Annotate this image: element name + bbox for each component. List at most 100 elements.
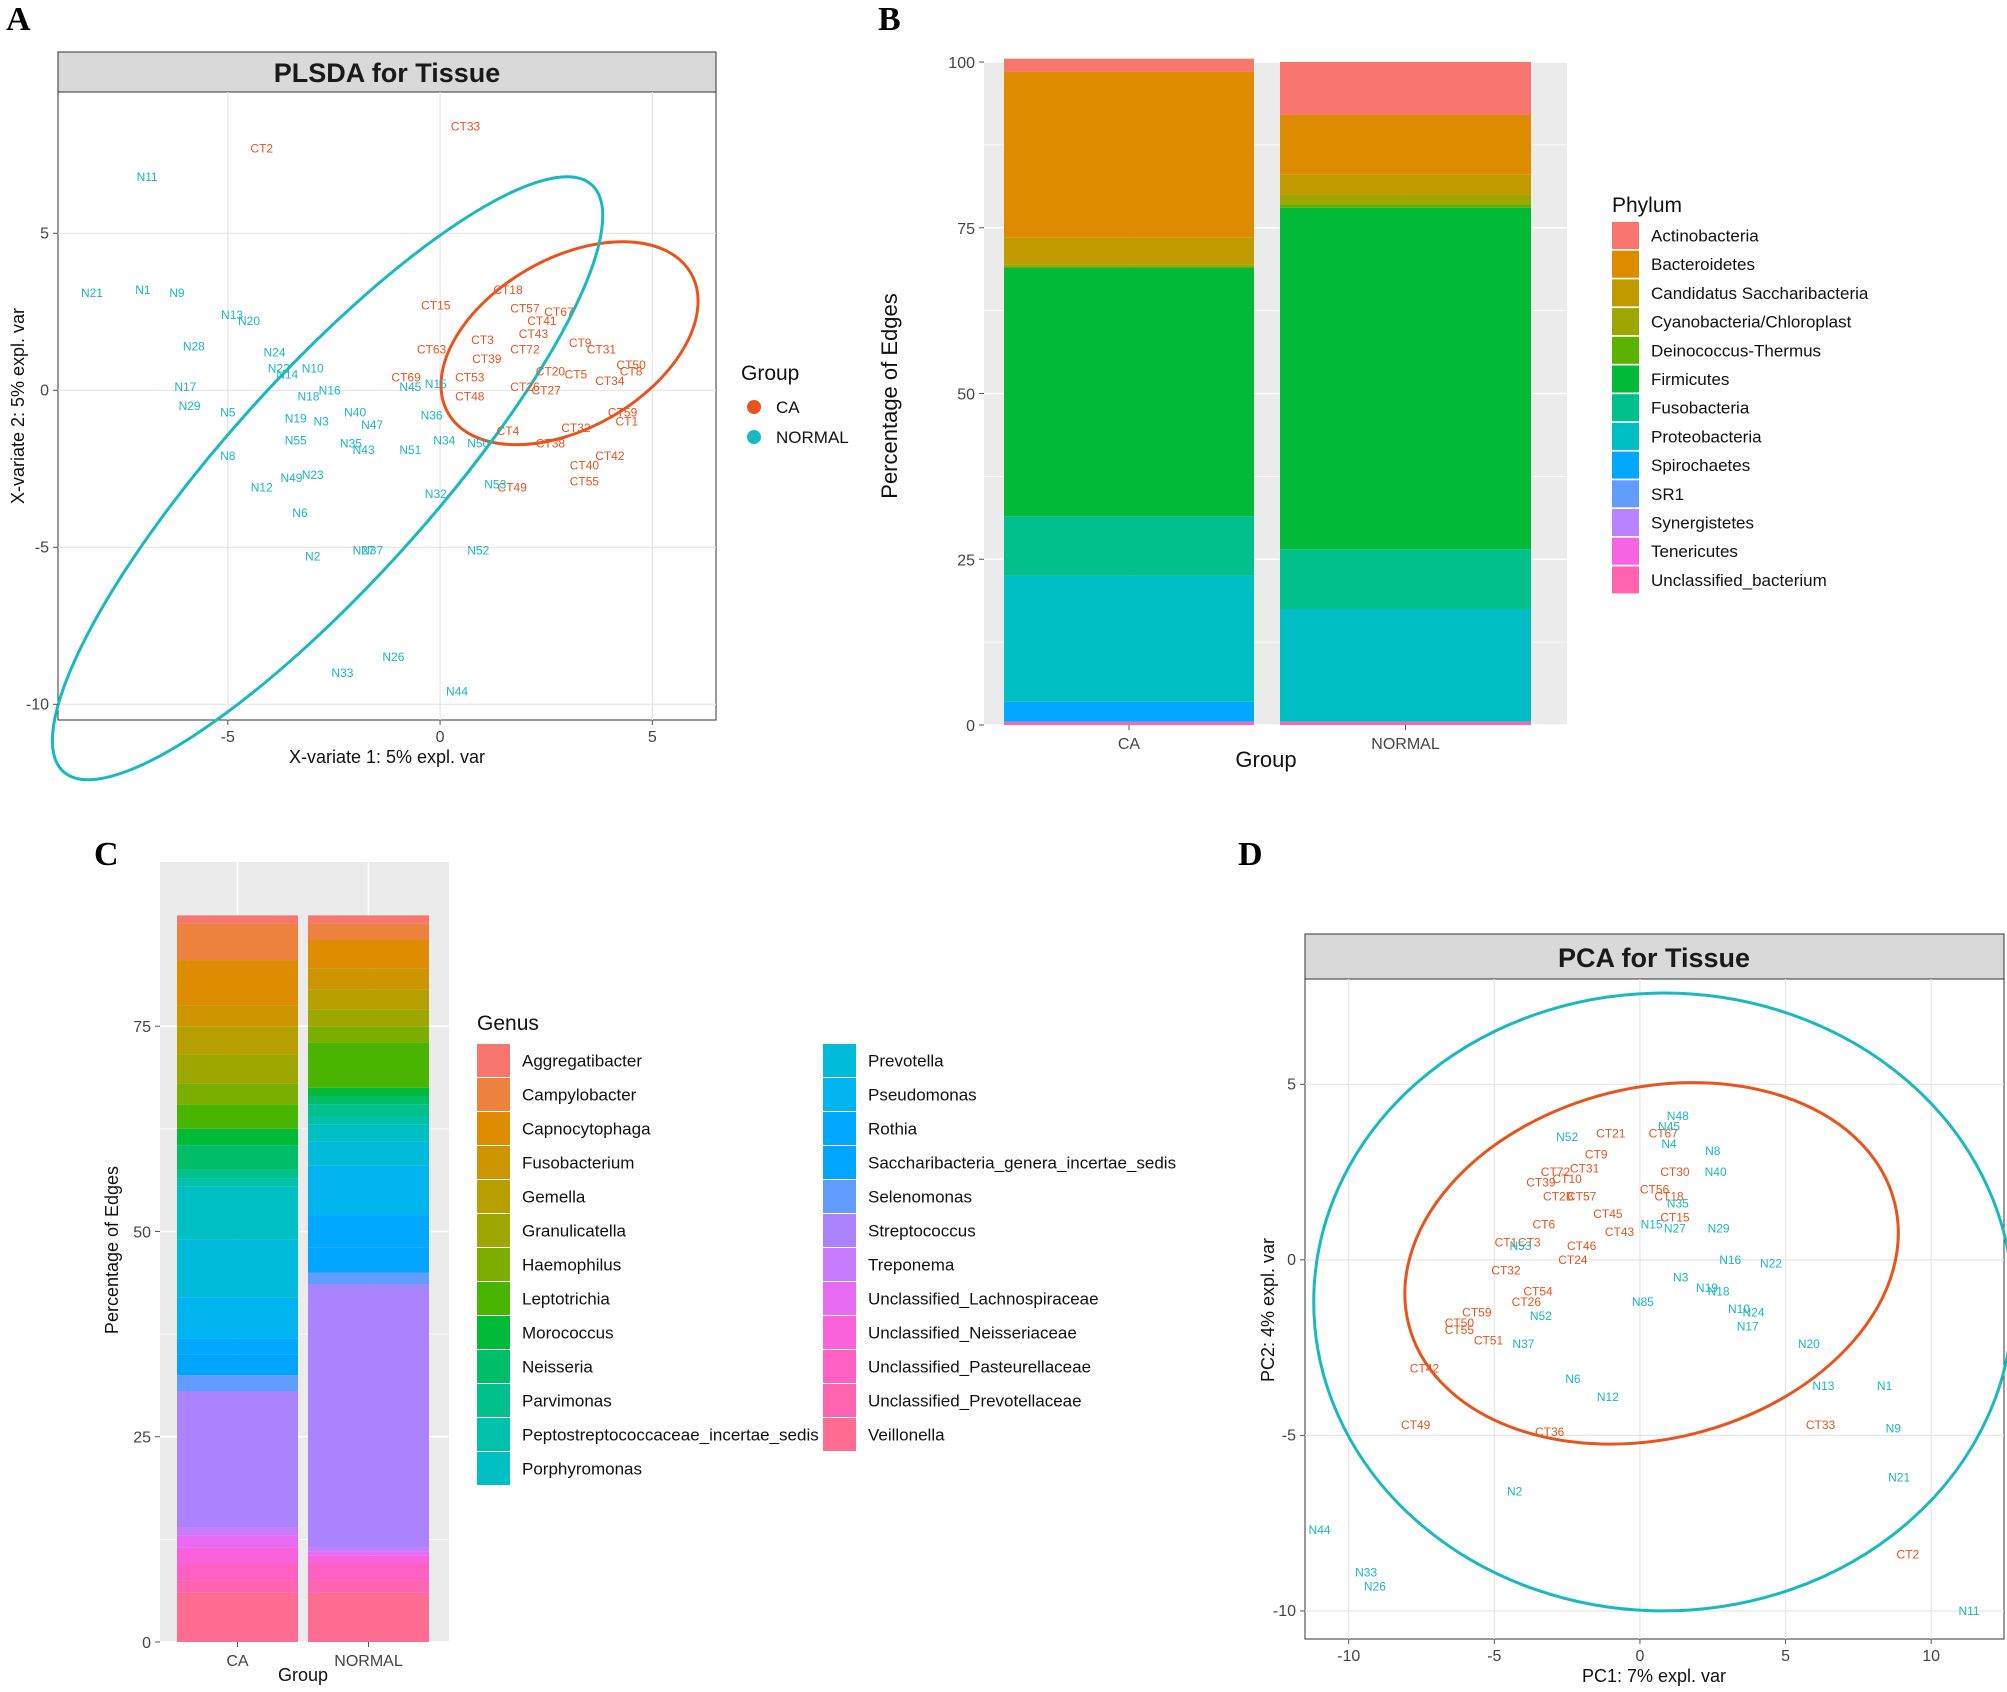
legend-label-leptotrichia: Leptotrichia bbox=[522, 1290, 610, 1309]
point-label-ct30: CT30 bbox=[1660, 1165, 1690, 1179]
legend-key-leptotrichia bbox=[477, 1282, 510, 1315]
bar-segment-normal-aggregatibacter bbox=[308, 915, 429, 924]
point-label-ct8: CT8 bbox=[620, 364, 643, 378]
point-label-n19: N19 bbox=[285, 412, 307, 426]
point-label-n37: N37 bbox=[361, 543, 383, 557]
point-label-ct15: CT15 bbox=[1660, 1211, 1690, 1225]
panel-d-plot-area bbox=[1304, 978, 2005, 1640]
legend-key-sr1 bbox=[1612, 480, 1639, 508]
bar-segment-normal-capnocytophaga bbox=[308, 940, 429, 969]
point-label-n15: N15 bbox=[1641, 1218, 1663, 1232]
point-label-n17: N17 bbox=[174, 380, 196, 394]
legend-key-saccharibacteria-genera-incertae-sedis bbox=[823, 1146, 856, 1179]
confidence-ellipse-normal bbox=[50, 175, 605, 782]
bar-segment-ca-gemella bbox=[177, 1026, 298, 1055]
point-label-ct43: CT43 bbox=[519, 327, 549, 341]
point-label-n8: N8 bbox=[220, 449, 236, 463]
point-label-n2: N2 bbox=[305, 550, 321, 564]
point-label-ct4: CT4 bbox=[497, 424, 520, 438]
point-label-n29: N29 bbox=[179, 399, 201, 413]
point-label-n40: N40 bbox=[1705, 1165, 1727, 1179]
legend-key-deinococcus-thermus bbox=[1612, 336, 1639, 364]
y-tick-label: 0 bbox=[40, 382, 49, 399]
bar-segment-ca-pseudomonas bbox=[177, 1297, 298, 1339]
point-label-n53: N53 bbox=[1510, 1239, 1532, 1253]
point-label-n8: N8 bbox=[1705, 1144, 1721, 1158]
point-label-n4: N4 bbox=[1661, 1137, 1677, 1151]
x-tick-label: 5 bbox=[648, 729, 657, 746]
point-label-n26: N26 bbox=[382, 650, 404, 664]
point-label-ct50: CT50 bbox=[1445, 1316, 1475, 1330]
point-label-ct41: CT41 bbox=[527, 314, 557, 328]
legend-key-morococcus bbox=[477, 1316, 510, 1349]
point-label-ct2b: CT2B bbox=[1543, 1190, 1574, 1204]
bar-segment-ca-unclassified-bacterium bbox=[1004, 721, 1254, 725]
bar-segment-normal-unclassified-lachnospiraceae bbox=[308, 1551, 429, 1556]
y-tick-label: 50 bbox=[133, 1224, 151, 1241]
point-label-n9: N9 bbox=[169, 286, 185, 300]
point-label-ct46: CT46 bbox=[1567, 1239, 1597, 1253]
bar-segment-normal-unclassified-bacterium bbox=[1280, 721, 1531, 725]
panel-a-legend: Group CA NORMAL bbox=[741, 362, 849, 447]
confidence-ellipse-ca bbox=[439, 240, 700, 447]
point-label-ct21: CT21 bbox=[1596, 1126, 1626, 1140]
confidence-ellipse-ca bbox=[1403, 1081, 1900, 1446]
point-label-ct33: CT33 bbox=[451, 120, 481, 134]
legend-label-campylobacter: Campylobacter bbox=[522, 1086, 637, 1105]
y-tick-label: -5 bbox=[1282, 1427, 1296, 1444]
bar-segment-normal-haemophilus bbox=[308, 1026, 429, 1043]
point-label-n35: N35 bbox=[1667, 1197, 1689, 1211]
point-label-ct3: CT3 bbox=[1518, 1235, 1541, 1249]
bar-segment-ca-leptotrichia bbox=[177, 1104, 298, 1129]
x-tick-label: -5 bbox=[1487, 1648, 1501, 1665]
point-label-n47: N47 bbox=[361, 418, 383, 432]
x-tick-label: -5 bbox=[221, 729, 235, 746]
point-label-n24: N24 bbox=[263, 346, 285, 360]
panel-a-plot-area bbox=[57, 91, 717, 721]
point-label-n28: N28 bbox=[183, 339, 205, 353]
legend-key-rothia bbox=[823, 1112, 856, 1145]
point-label-n29: N29 bbox=[1708, 1221, 1730, 1235]
panel-label-c: C bbox=[94, 836, 119, 873]
bar-segment-normal-fusobacteria bbox=[1280, 549, 1531, 609]
bar-segment-normal-campylobacter bbox=[308, 923, 429, 940]
bar-segment-normal-neisseria bbox=[308, 1096, 429, 1105]
point-label-ct67: CT67 bbox=[544, 305, 574, 319]
point-label-ct9: CT9 bbox=[569, 336, 592, 350]
legend-label-granulicatella: Granulicatella bbox=[522, 1222, 626, 1241]
point-label-n51: N51 bbox=[399, 443, 421, 457]
y-tick-label: -10 bbox=[1273, 1603, 1296, 1620]
bar-segment-ca-fusobacterium bbox=[177, 1005, 298, 1027]
point-label-n85: N85 bbox=[1632, 1295, 1654, 1309]
point-label-ct55: CT55 bbox=[570, 474, 600, 488]
point-label-ct5: CT5 bbox=[565, 368, 588, 382]
y-tick-label: 75 bbox=[957, 221, 975, 238]
point-label-n27: N27 bbox=[353, 543, 375, 557]
point-label-ct1: CT1 bbox=[1495, 1235, 1518, 1249]
x-tick-label-ca: CA bbox=[226, 1653, 249, 1670]
point-label-ct20: CT20 bbox=[536, 364, 566, 378]
bar-segment-normal-proteobacteria bbox=[1280, 608, 1531, 722]
point-label-ct24: CT24 bbox=[1558, 1253, 1588, 1267]
point-label-n24: N24 bbox=[1743, 1306, 1765, 1320]
legend-label-haemophilus: Haemophilus bbox=[522, 1256, 621, 1275]
legend-label-actinobacteria: Actinobacteria bbox=[1651, 227, 1759, 246]
legend-label-treponema: Treponema bbox=[868, 1256, 955, 1275]
point-label-n21: N21 bbox=[1888, 1471, 1910, 1485]
point-label-ct9: CT9 bbox=[1585, 1148, 1608, 1162]
point-label-ct2: CT2 bbox=[1897, 1548, 1920, 1562]
point-label-ct26: CT26 bbox=[1512, 1295, 1542, 1309]
point-label-n6: N6 bbox=[1565, 1372, 1581, 1386]
bar-segment-ca-haemophilus bbox=[177, 1083, 298, 1105]
legend-label-porphyromonas: Porphyromonas bbox=[522, 1460, 642, 1479]
point-label-n36: N36 bbox=[421, 408, 443, 422]
bar-segment-ca-unclassified-lachnospiraceae bbox=[177, 1535, 298, 1548]
point-label-ct36: CT36 bbox=[1535, 1425, 1565, 1439]
bar-segment-ca-spirochaetes bbox=[1004, 701, 1254, 722]
point-label-n52: N52 bbox=[467, 543, 489, 557]
bar-segment-ca-unclassified-prevotellaceae bbox=[177, 1580, 298, 1593]
point-label-ct33: CT33 bbox=[1806, 1418, 1836, 1432]
point-label-ct39: CT39 bbox=[472, 352, 502, 366]
bar-segment-ca-fusobacteria bbox=[1004, 516, 1254, 576]
point-label-n55: N55 bbox=[285, 434, 307, 448]
